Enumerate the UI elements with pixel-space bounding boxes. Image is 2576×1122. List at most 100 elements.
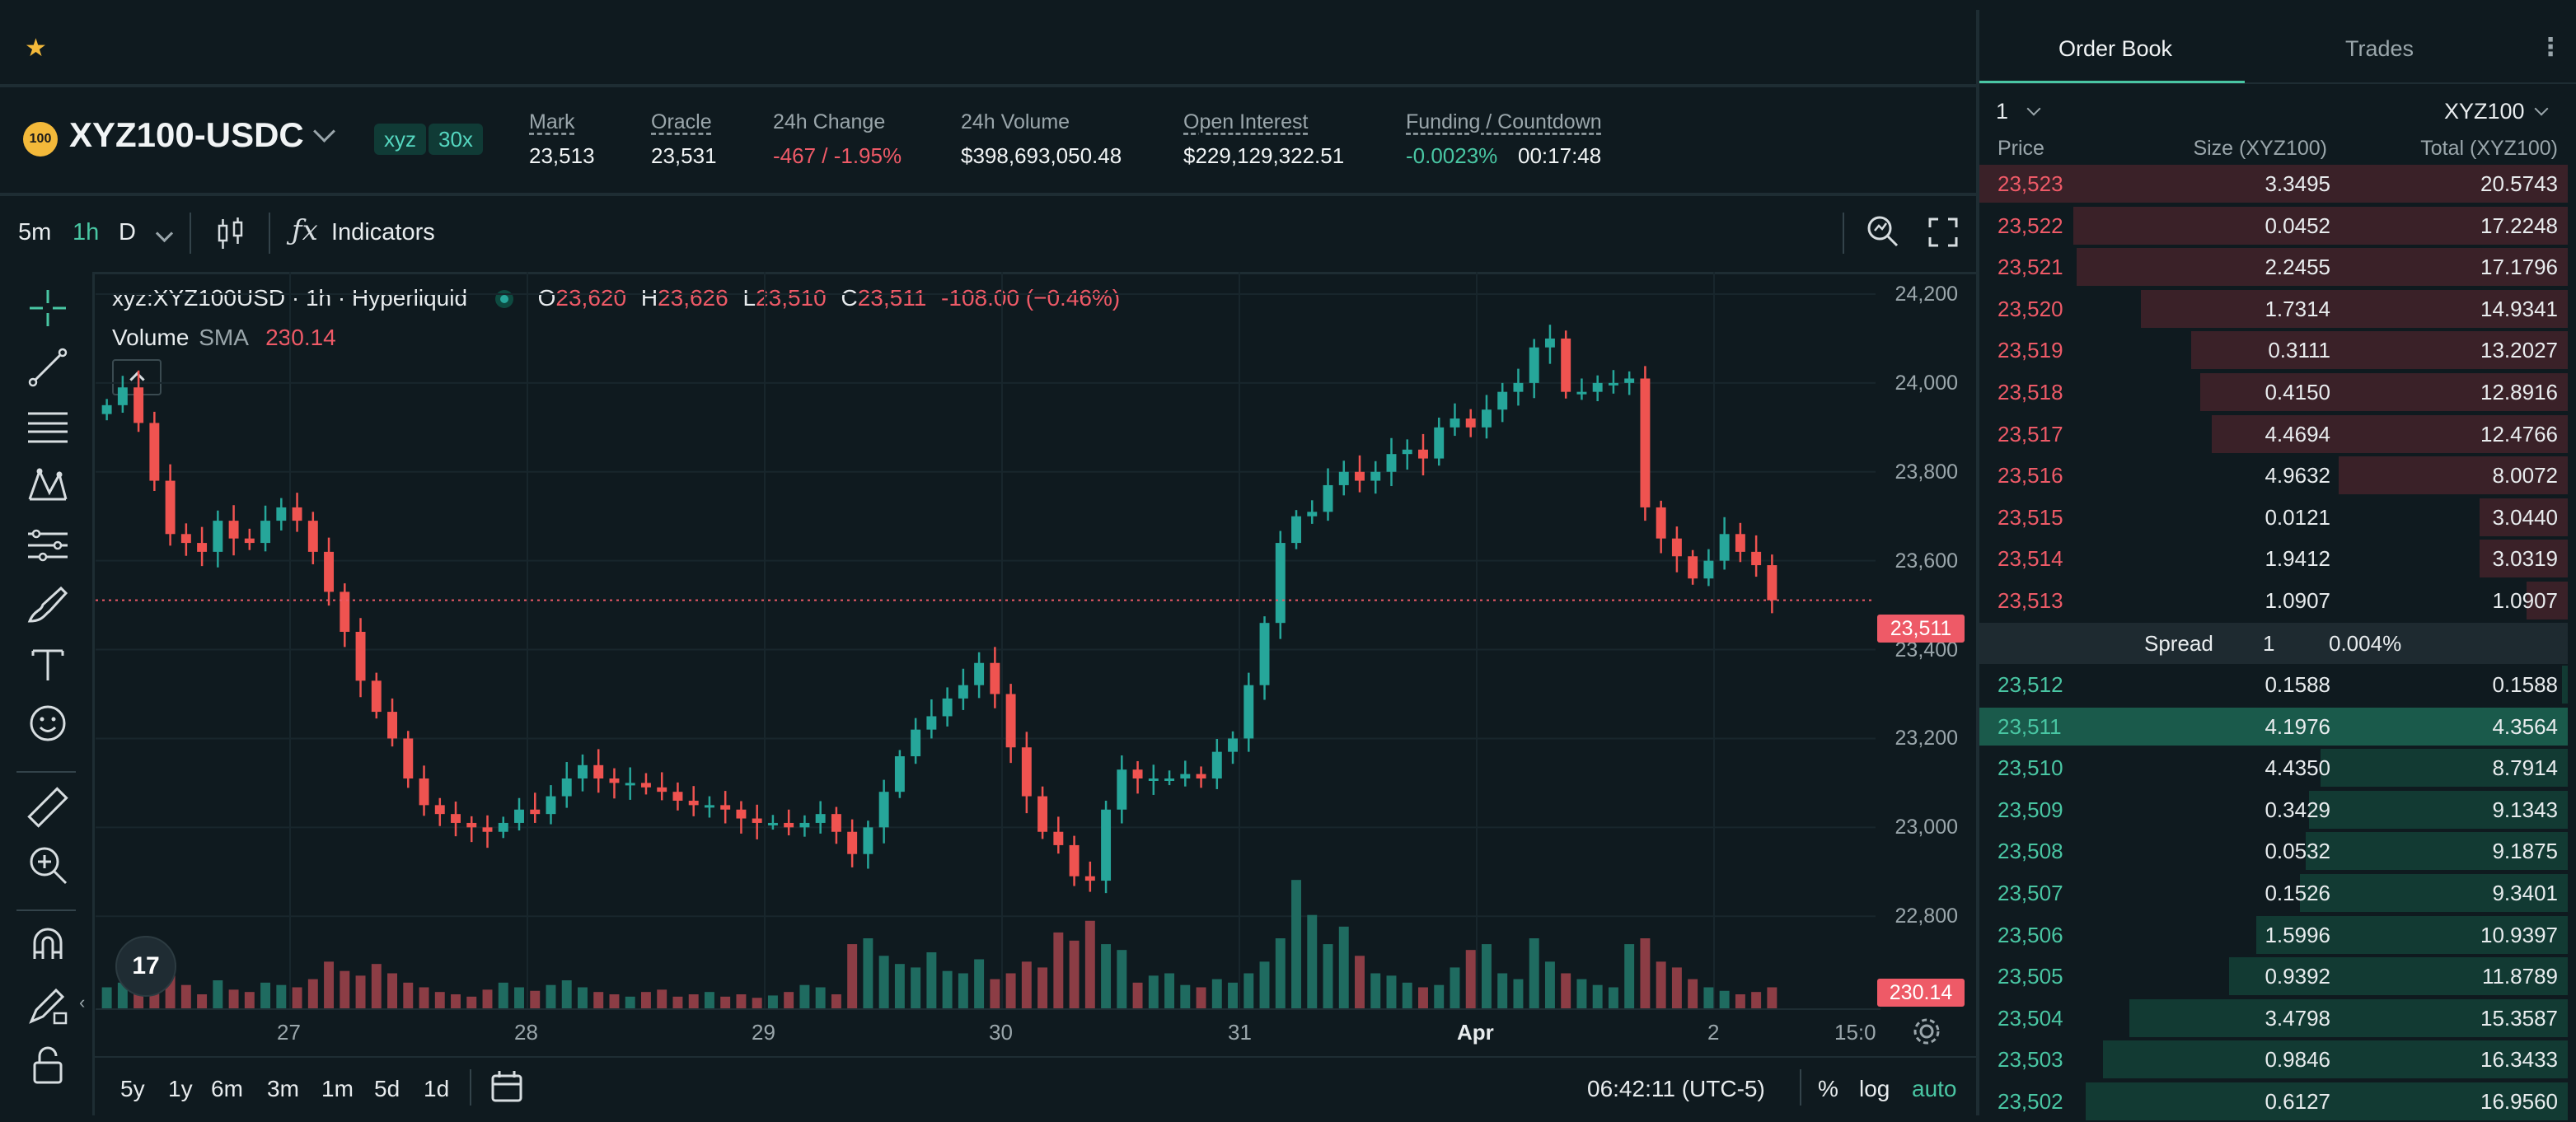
bid-row[interactable]: 23,512 0.1588 0.1588 xyxy=(1979,664,2568,705)
settings-icon[interactable] xyxy=(1912,1017,1941,1046)
bid-row[interactable]: 23,506 1.5996 10.9397 xyxy=(1979,914,2568,956)
fib-icon[interactable] xyxy=(25,404,71,450)
brush-icon[interactable] xyxy=(25,582,71,628)
calendar-icon[interactable] xyxy=(489,1069,526,1104)
candle xyxy=(1101,809,1112,881)
bid-row[interactable]: 23,509 0.3429 9.1343 xyxy=(1979,789,2568,830)
bid-row[interactable]: 23,502 0.6127 16.9560 xyxy=(1979,1081,2568,1122)
pair-selector[interactable]: XYZ100-USDC xyxy=(69,115,304,154)
candle xyxy=(911,729,921,757)
ask-size: 4.9632 xyxy=(2265,463,2330,489)
ask-row[interactable]: 23,517 4.4694 12.4766 xyxy=(1979,414,2568,455)
mark-value: 23,513 xyxy=(529,143,595,168)
magnet-icon[interactable] xyxy=(25,923,71,969)
more-icon[interactable]: ⋮ xyxy=(2538,34,2563,61)
range-5y[interactable]: 5y xyxy=(120,1076,145,1101)
timeframe-1h[interactable]: 1h xyxy=(73,219,100,245)
ask-price: 23,514 xyxy=(1998,546,2063,572)
range-6m[interactable]: 6m xyxy=(211,1076,243,1101)
ask-row[interactable]: 23,514 1.9412 3.0319 xyxy=(1979,538,2568,579)
volume-bar xyxy=(434,992,445,1008)
bid-depth-bar xyxy=(2321,749,2568,788)
range-1m[interactable]: 1m xyxy=(321,1076,354,1101)
price-chart[interactable] xyxy=(96,272,1876,1008)
crosshair-icon[interactable] xyxy=(25,285,71,331)
volume-bar xyxy=(276,984,287,1008)
last-price-tag: 23,511 xyxy=(1877,615,1965,643)
close-label: C xyxy=(841,285,858,311)
ask-row[interactable]: 23,522 0.0452 17.2248 xyxy=(1979,205,2568,246)
lock-icon[interactable] xyxy=(25,1041,71,1087)
ask-row[interactable]: 23,521 2.2455 17.1796 xyxy=(1979,246,2568,288)
zoom-in-icon[interactable] xyxy=(25,842,71,888)
volume-bar xyxy=(784,992,794,1008)
range-3m[interactable]: 3m xyxy=(267,1076,299,1101)
log-toggle[interactable]: log xyxy=(1859,1076,1890,1101)
grouping-select[interactable]: 1 xyxy=(1996,99,2009,124)
bid-row[interactable]: 23,503 0.9846 16.3433 xyxy=(1979,1039,2568,1080)
bid-row[interactable]: 23,504 3.4798 15.3587 xyxy=(1979,998,2568,1039)
volume-bar xyxy=(1529,938,1539,1008)
range-1d[interactable]: 1d xyxy=(424,1076,450,1101)
candle xyxy=(260,521,271,544)
ask-row[interactable]: 23,519 0.3111 13.2027 xyxy=(1979,330,2568,371)
ruler-icon[interactable] xyxy=(25,784,71,830)
ask-size: 1.9412 xyxy=(2265,546,2330,572)
bid-row[interactable]: 23,505 0.9392 11.8789 xyxy=(1979,956,2568,997)
range-5d[interactable]: 5d xyxy=(374,1076,400,1101)
candle xyxy=(767,822,778,825)
ask-row[interactable]: 23,516 4.9632 8.0072 xyxy=(1979,455,2568,496)
change-value: -467 / -1.95% xyxy=(773,143,902,168)
ask-depth-bar xyxy=(2479,540,2568,578)
volume-bar xyxy=(752,998,762,1008)
ask-row[interactable]: 23,518 0.4150 12.8916 xyxy=(1979,372,2568,413)
projection-icon[interactable] xyxy=(25,522,71,568)
star-icon[interactable]: ★ xyxy=(25,35,47,62)
ask-row[interactable]: 23,520 1.7314 14.9341 xyxy=(1979,288,2568,330)
lock-draw-icon[interactable] xyxy=(25,982,71,1028)
timeframe-5m[interactable]: 5m xyxy=(18,219,52,245)
fullscreen-icon[interactable] xyxy=(1927,216,1960,249)
ask-price: 23,519 xyxy=(1998,338,2063,363)
candle xyxy=(1021,747,1032,797)
indicators-button[interactable]: Indicators xyxy=(331,219,435,245)
bid-row[interactable]: 23,510 4.4350 8.7914 xyxy=(1979,747,2568,788)
volume-bar xyxy=(1211,979,1222,1008)
ask-total: 14.9341 xyxy=(2480,296,2558,321)
ask-row[interactable]: 23,513 1.0907 1.0907 xyxy=(1979,580,2568,621)
timeframe-d[interactable]: D xyxy=(119,219,136,245)
bid-row[interactable]: 23,507 0.1526 9.3401 xyxy=(1979,872,2568,914)
candle-type-icon[interactable] xyxy=(213,216,249,252)
emoji-icon[interactable] xyxy=(25,700,71,746)
fx-icon[interactable]: ƒx xyxy=(292,214,318,247)
price-axis[interactable]: 24,200 24,000 23,800 23,600 23,400 23,200 23,0… xyxy=(1876,272,1958,1008)
ask-row[interactable]: 23,515 0.0121 3.0440 xyxy=(1979,497,2568,538)
clock[interactable]: 06:42:11 (UTC-5) xyxy=(1587,1076,1765,1101)
ask-price: 23,516 xyxy=(1998,463,2063,489)
tab-order-book[interactable]: Order Book xyxy=(2058,36,2173,61)
auto-toggle[interactable]: auto xyxy=(1912,1076,1957,1101)
zoom-icon[interactable] xyxy=(1864,213,1902,250)
bid-row[interactable]: 23,511 4.1976 4.3564 xyxy=(1979,706,2568,747)
range-1y[interactable]: 1y xyxy=(168,1076,193,1101)
tradingview-logo[interactable]: 17 xyxy=(115,936,176,997)
candle xyxy=(815,814,826,823)
candle xyxy=(1259,623,1270,685)
text-icon[interactable] xyxy=(25,641,71,687)
candle xyxy=(1497,391,1508,410)
trendline-icon[interactable] xyxy=(25,344,71,390)
candle xyxy=(1544,338,1555,348)
ask-total: 17.2248 xyxy=(2480,213,2558,238)
ask-row[interactable]: 23,523 3.3495 20.5743 xyxy=(1979,163,2568,204)
volume-bar xyxy=(942,970,953,1008)
bid-depth-bar xyxy=(2308,790,2568,829)
volume-bar xyxy=(387,973,398,1008)
unit-select[interactable]: XYZ100 xyxy=(2444,99,2525,124)
pattern-icon[interactable] xyxy=(25,463,71,509)
candle xyxy=(1688,556,1698,579)
tab-trades[interactable]: Trades xyxy=(2345,36,2414,61)
bid-row[interactable]: 23,508 0.0532 9.1875 xyxy=(1979,830,2568,872)
collapse-toolbar-icon[interactable]: ‹ xyxy=(79,992,86,1012)
candle xyxy=(1355,471,1365,481)
percent-toggle[interactable]: % xyxy=(1818,1076,1838,1101)
